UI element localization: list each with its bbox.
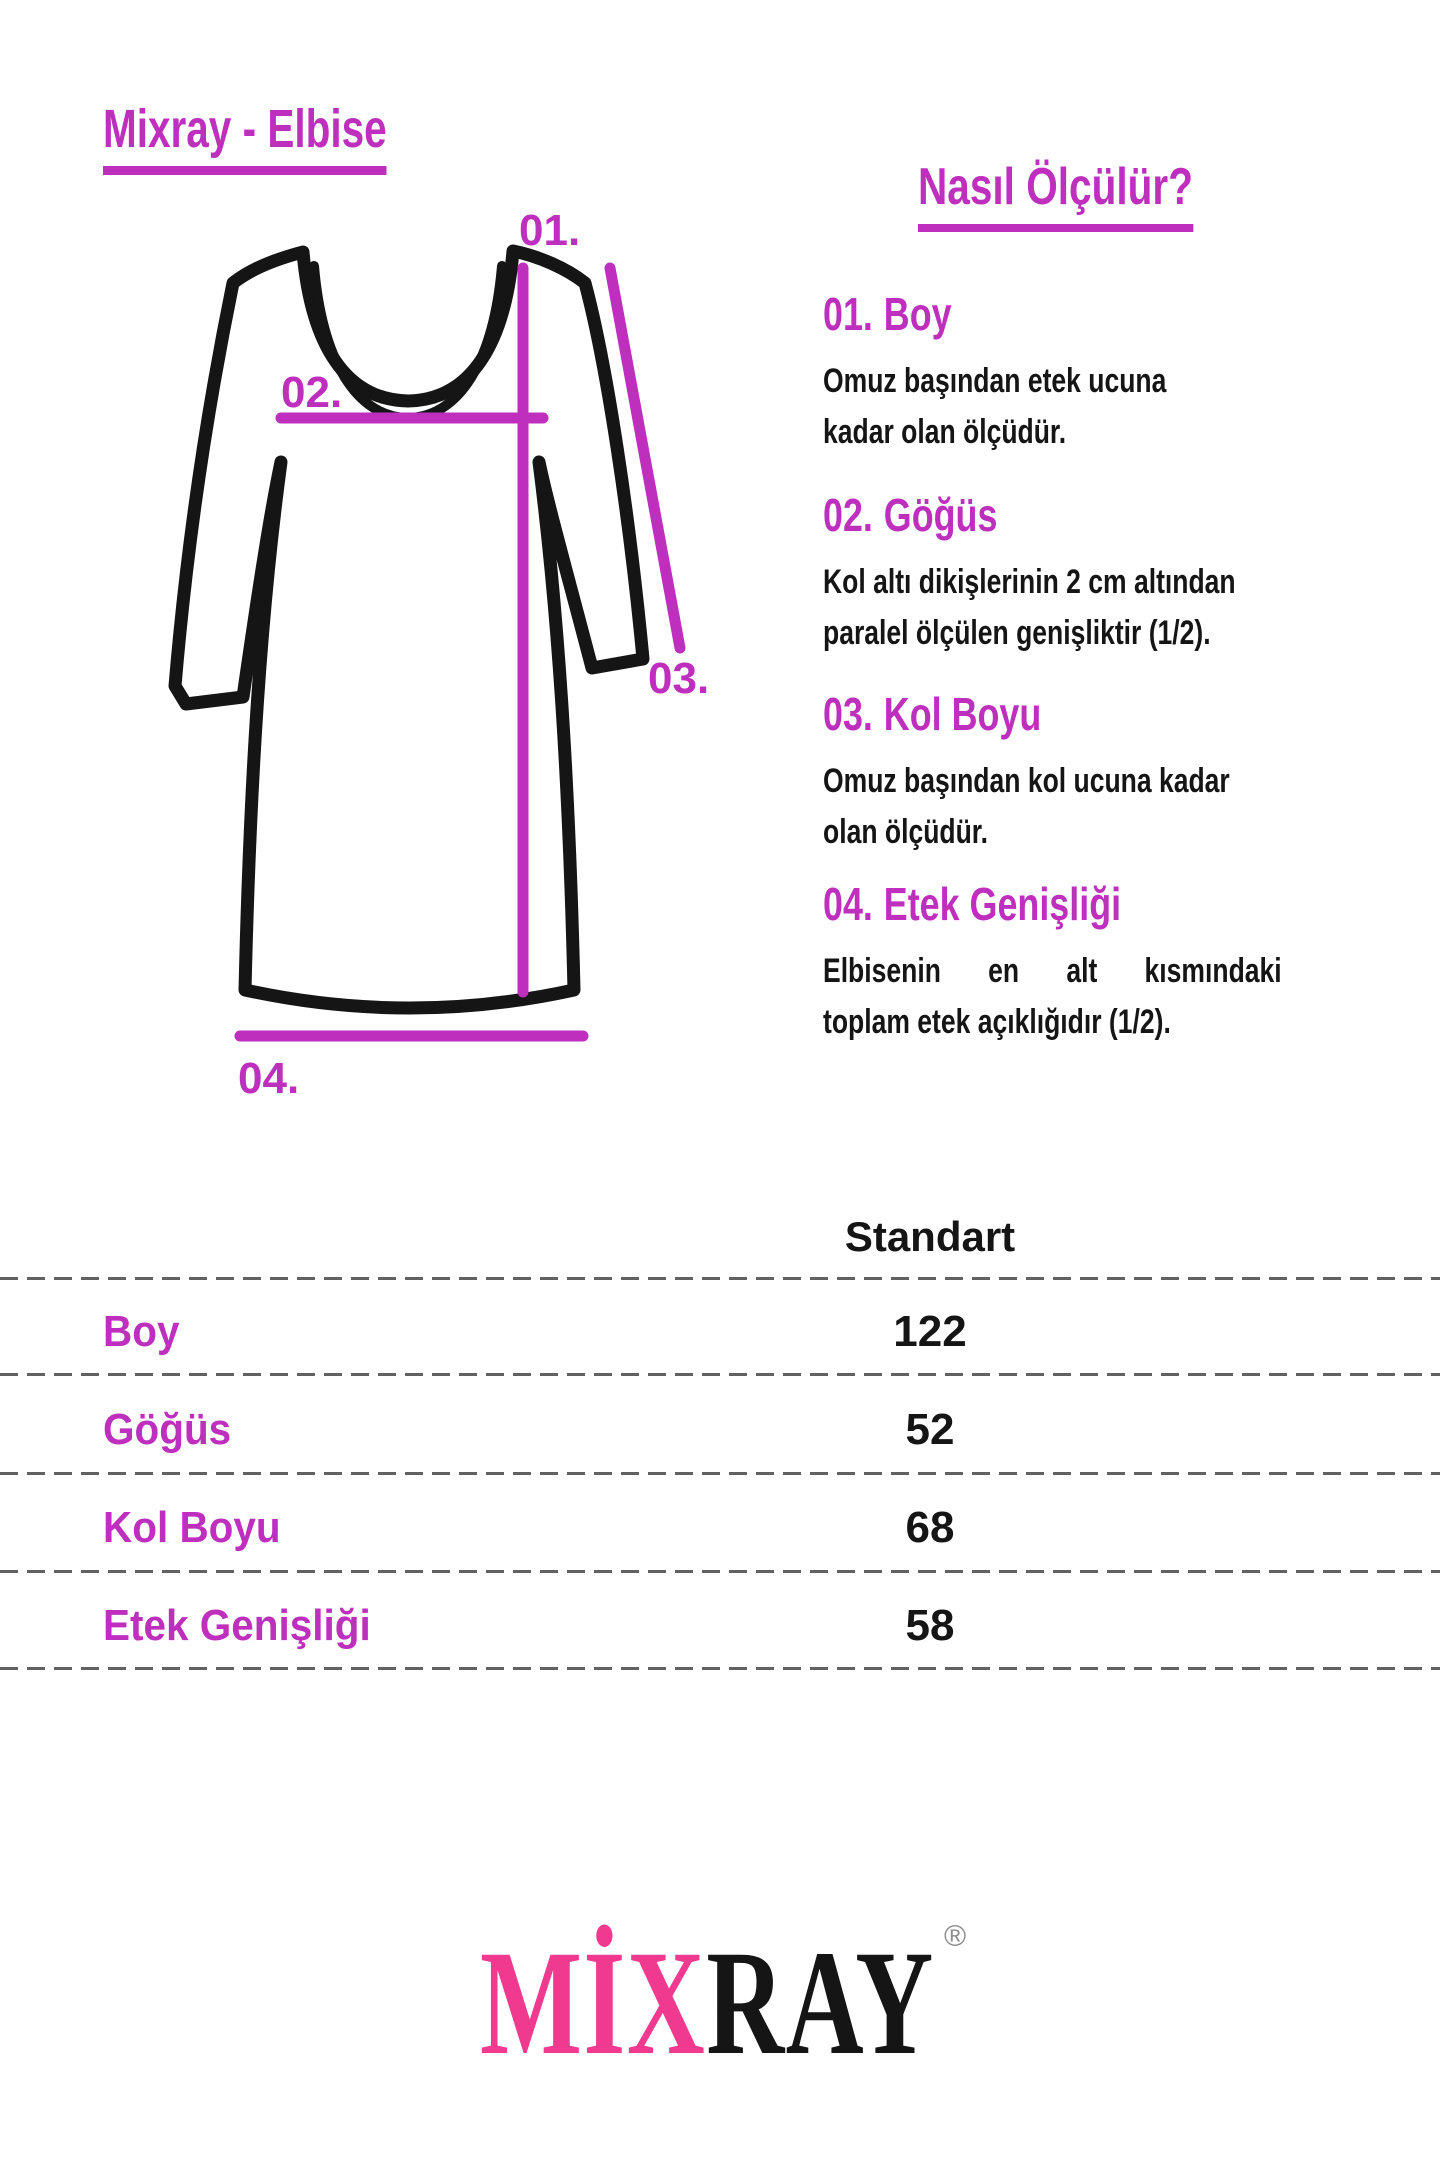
table-divider <box>0 1472 1440 1475</box>
measure-item-number: 02. <box>823 489 873 541</box>
measure-item-description-line: Omuz başından kol ucuna kadar <box>823 762 1230 800</box>
measure-item-etek-genisligi: 04. Etek Genişliği Elbisenin en alt kısmı… <box>823 878 1282 1048</box>
measure-item-kol-boyu: 03. Kol Boyu Omuz başından kol ucuna kada… <box>823 688 1282 858</box>
table-row-value: 122 <box>893 1307 967 1356</box>
measure-item-name: Göğüs <box>883 489 998 541</box>
brand-logo-pink-part: MİX <box>480 1920 707 2086</box>
measure-item-gogus: 02. Göğüs Kol altı dikişlerinin 2 cm altı… <box>823 489 1282 659</box>
table-row-value: 58 <box>905 1601 955 1650</box>
brand-logo: MİXRAY <box>480 1928 935 2078</box>
diagram-label-01: 01. <box>519 206 581 255</box>
table-divider <box>0 1667 1440 1670</box>
table-row-label: Göğüs <box>103 1405 232 1454</box>
table-row-value: 68 <box>905 1503 955 1552</box>
measure-item-heading: 03. Kol Boyu <box>823 688 1282 740</box>
dress-outline <box>168 244 650 1015</box>
measure-item-heading: 04. Etek Genişliği <box>823 878 1282 930</box>
measure-item-description-line: kadar olan ölçüdür. <box>823 413 1067 451</box>
table-divider <box>0 1570 1440 1573</box>
diagram-label-04: 04. <box>238 1054 300 1103</box>
registered-trademark-icon: ® <box>944 1920 967 1953</box>
measure-line-03-sleeve <box>604 262 686 654</box>
table-row-label: Boy <box>103 1307 180 1356</box>
measure-item-heading: 01. Boy <box>823 288 1282 340</box>
measure-item-description-line: toplam etek açıklığıdır (1/2). <box>823 1003 1171 1041</box>
size-table-column-header: Standart <box>844 1213 1016 1260</box>
measure-item-description-line: Kol altı dikişlerinin 2 cm altından <box>823 563 1236 601</box>
measure-item-number: 01. <box>823 288 873 340</box>
measure-item-description-line: olan ölçüdür. <box>823 813 989 851</box>
table-row-label: Etek Genişliği <box>103 1601 371 1650</box>
table-row-value: 52 <box>905 1405 955 1454</box>
table-divider <box>0 1277 1440 1280</box>
diagram-label-03: 03. <box>648 654 710 703</box>
measure-item-name: Etek Genişliği <box>883 878 1122 930</box>
measure-item-number: 03. <box>823 688 873 740</box>
page-title: Mixray - Elbise <box>103 100 387 175</box>
measure-item-description-line: paralel ölçülen genişliktir (1/2). <box>823 614 1211 652</box>
measure-item-boy: 01. Boy Omuz başından etek ucuna kadar ol… <box>823 288 1282 458</box>
measure-item-heading: 02. Göğüs <box>823 489 1282 541</box>
measure-item-description-line: Omuz başından etek ucuna <box>823 362 1167 400</box>
measure-item-name: Kol Boyu <box>883 688 1042 740</box>
table-row-label: Kol Boyu <box>103 1503 281 1552</box>
measure-item-name: Boy <box>883 288 952 340</box>
measure-item-number: 04. <box>823 878 873 930</box>
table-divider <box>0 1373 1440 1376</box>
diagram-label-02: 02. <box>281 368 343 417</box>
measure-item-description-line: Elbisenin en alt kısmındaki <box>823 952 1282 990</box>
how-to-measure-heading: Nasıl Ölçülür? <box>918 156 1193 232</box>
collar-inner-line <box>309 261 507 423</box>
brand-logo-black-part: RAY <box>706 1920 935 2086</box>
